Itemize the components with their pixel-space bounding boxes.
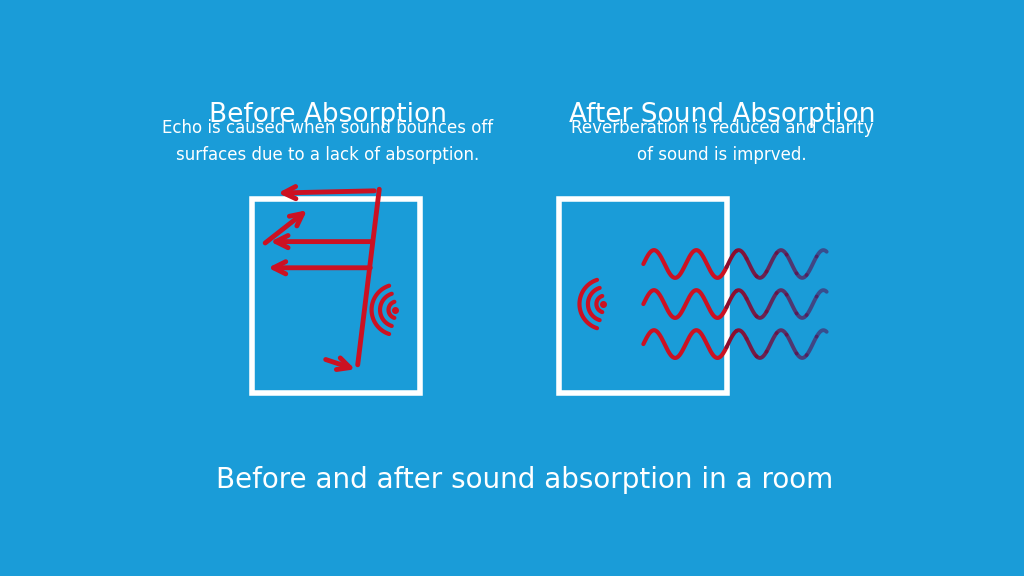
Text: Before Absorption: Before Absorption bbox=[209, 103, 446, 128]
Text: Before and after sound absorption in a room: Before and after sound absorption in a r… bbox=[216, 467, 834, 494]
Text: Reverberation is reduced and clarity
of sound is imprved.: Reverberation is reduced and clarity of … bbox=[570, 119, 873, 164]
Text: After Sound Absorption: After Sound Absorption bbox=[568, 103, 876, 128]
Bar bbox=[559, 199, 727, 393]
Text: Echo is caused when sound bounces off
surfaces due to a lack of absorption.: Echo is caused when sound bounces off su… bbox=[162, 119, 494, 164]
Bar bbox=[252, 199, 420, 393]
